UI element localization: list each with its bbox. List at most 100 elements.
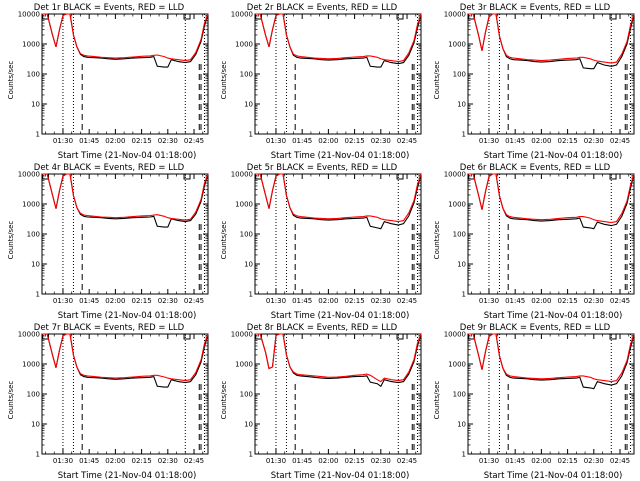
y-axis-title: Counts/sec — [7, 220, 15, 260]
x-tick-label: 02:00 — [105, 137, 125, 145]
x-axis-title: Start Time (21-Nov-04 01:18:00) — [57, 151, 197, 161]
y-axis-title: Counts/sec — [7, 60, 15, 100]
x-tick-label: 01:45 — [505, 297, 525, 305]
x-tick-label: 02:00 — [318, 137, 338, 145]
x-tick-label: 02:45 — [397, 457, 417, 465]
x-tick-label: 02:30 — [158, 457, 178, 465]
y-tick-label: 1 — [462, 451, 466, 459]
flag-box — [183, 173, 191, 180]
events-series-line — [255, 333, 422, 388]
x-tick-label: 02:00 — [531, 457, 551, 465]
flag-box — [183, 333, 191, 340]
y-tick-label: 100 — [27, 231, 40, 239]
x-axis-title: Start Time (21-Nov-04 01:18:00) — [483, 471, 623, 481]
panel-title: Det 4r BLACK = Events, RED = LLD — [33, 163, 185, 173]
y-axis-title: Counts/sec — [433, 380, 441, 420]
y-axis-title: Counts/sec — [7, 380, 15, 420]
x-axis-title: Start Time (21-Nov-04 01:18:00) — [270, 151, 410, 161]
x-tick-label: 02:45 — [610, 457, 630, 465]
x-tick-label: 02:15 — [132, 137, 152, 145]
y-tick-label: 1000 — [235, 41, 253, 49]
x-tick-label: 02:45 — [397, 297, 417, 305]
y-tick-label: 10 — [31, 421, 40, 429]
x-tick-label: 02:45 — [184, 457, 204, 465]
x-tick-label: 02:15 — [132, 297, 152, 305]
plot-frame — [41, 13, 209, 135]
y-tick-label: 1000 — [22, 41, 40, 49]
lld-series-line — [42, 333, 209, 382]
plot-frame — [41, 333, 209, 455]
y-tick-label: 1 — [249, 291, 253, 299]
y-tick-label: 10000 — [231, 11, 253, 19]
x-tick-label: 01:30 — [266, 297, 286, 305]
x-tick-label: 02:15 — [558, 137, 578, 145]
y-tick-label: 100 — [453, 71, 466, 79]
detector-panel-6: 1 10 100 1000 10000 01:30 01:45 02:00 02:15 02:30… — [426, 160, 639, 321]
plot-area: 1 10 100 1000 10000 01:30 01:45 02:00 02:15 02:30… — [18, 331, 209, 465]
y-tick-label: 10000 — [18, 331, 40, 339]
x-tick-label: 02:45 — [610, 137, 630, 145]
y-tick-label: 1 — [36, 131, 40, 139]
x-axis-title: Start Time (21-Nov-04 01:18:00) — [57, 311, 197, 321]
x-tick-label: 02:30 — [371, 297, 391, 305]
x-axis-title: Start Time (21-Nov-04 01:18:00) — [483, 311, 623, 321]
x-tick-label: 02:45 — [610, 297, 630, 305]
panel-title: Det 6r BLACK = Events, RED = LLD — [459, 163, 611, 173]
y-tick-label: 10000 — [444, 331, 466, 339]
y-tick-label: 10 — [457, 261, 466, 269]
y-tick-label: 100 — [453, 231, 466, 239]
x-tick-label: 02:15 — [345, 297, 365, 305]
plot-frame — [41, 173, 209, 295]
flag-box — [183, 13, 191, 20]
x-tick-label: 01:30 — [479, 137, 499, 145]
y-tick-label: 10000 — [18, 11, 40, 19]
x-tick-label: 01:30 — [266, 457, 286, 465]
y-tick-label: 1 — [249, 451, 253, 459]
plot-area: 1 10 100 1000 10000 01:30 01:45 02:00 02:15 02:30… — [444, 331, 635, 465]
y-tick-label: 10000 — [231, 171, 253, 179]
y-tick-label: 10 — [457, 101, 466, 109]
detector-panel-3: 1 10 100 1000 10000 01:30 01:45 02:00 02:15 02:30… — [426, 0, 639, 161]
y-tick-label: 10 — [31, 261, 40, 269]
plot-area: 1 10 100 1000 10000 01:30 01:45 02:00 02:15 02:30… — [231, 11, 422, 145]
lld-series-line — [468, 173, 635, 224]
y-tick-label: 10 — [244, 101, 253, 109]
x-tick-label: 01:45 — [292, 137, 312, 145]
plot-area: 1 10 100 1000 10000 01:30 01:45 02:00 02:15 02:30… — [444, 11, 635, 145]
detector-panel-7: 1 10 100 1000 10000 01:30 01:45 02:00 02:15 02:30… — [0, 320, 213, 481]
y-tick-label: 100 — [27, 391, 40, 399]
x-axis-title: Start Time (21-Nov-04 01:18:00) — [270, 311, 410, 321]
y-tick-label: 1000 — [235, 201, 253, 209]
flag-box — [609, 333, 617, 340]
events-series-line — [255, 173, 422, 230]
plot-area: 1 10 100 1000 10000 01:30 01:45 02:00 02:15 02:30… — [18, 11, 209, 145]
y-tick-label: 1000 — [448, 41, 466, 49]
x-tick-label: 02:00 — [105, 457, 125, 465]
y-axis-title: Counts/sec — [220, 60, 228, 100]
x-tick-label: 01:45 — [79, 137, 99, 145]
lld-series-line — [255, 333, 422, 383]
plot-area: 1 10 100 1000 10000 01:30 01:45 02:00 02:15 02:30… — [18, 171, 209, 305]
panel-title: Det 3r BLACK = Events, RED = LLD — [459, 3, 611, 13]
y-tick-label: 10 — [457, 421, 466, 429]
x-tick-label: 02:15 — [558, 457, 578, 465]
y-tick-label: 1 — [249, 131, 253, 139]
x-tick-label: 01:30 — [266, 137, 286, 145]
y-tick-label: 10 — [31, 101, 40, 109]
x-tick-label: 01:30 — [479, 297, 499, 305]
flag-box — [609, 13, 617, 20]
panel-title: Det 1r BLACK = Events, RED = LLD — [33, 3, 185, 13]
lld-series-line — [42, 13, 209, 62]
x-axis-title: Start Time (21-Nov-04 01:18:00) — [270, 471, 410, 481]
x-tick-label: 02:15 — [132, 457, 152, 465]
y-tick-label: 100 — [240, 391, 253, 399]
y-tick-label: 1 — [36, 451, 40, 459]
y-tick-label: 100 — [240, 71, 253, 79]
y-tick-label: 10000 — [18, 171, 40, 179]
events-series-line — [468, 333, 635, 390]
events-series-line — [42, 173, 209, 228]
x-tick-label: 02:00 — [318, 457, 338, 465]
x-tick-label: 01:30 — [53, 457, 73, 465]
detector-panel-5: 1 10 100 1000 10000 01:30 01:45 02:00 02:15 02:30… — [213, 160, 426, 321]
y-tick-label: 1000 — [22, 201, 40, 209]
